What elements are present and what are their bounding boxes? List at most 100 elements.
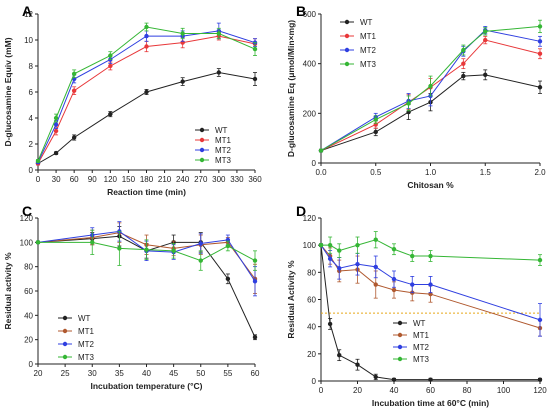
data-point [35,158,41,164]
y-axis-title: Residual activity % [3,252,13,329]
legend-label: WT [215,126,228,135]
series-mt3 [318,231,543,266]
x-tick-label: 55 [223,369,232,378]
data-point [144,89,149,95]
y-tick-label: 200 [303,109,317,118]
x-tick-label: 30 [52,175,61,184]
x-axis-title: Incubation time at 60°C (min) [372,398,489,408]
chart-panel-b: B 0.0 0.5 1.0 1.5 2.0 0 200 400 600 Chitosan % D-gl… [286,3,546,190]
y-tick-label: 20 [24,336,33,345]
x-tick-label: 2.0 [534,168,546,177]
legend-swatch-marker [397,344,403,350]
data-point [391,377,397,382]
data-point [483,37,488,43]
y-tick-label: 100 [303,241,317,250]
data-point [373,374,378,380]
data-point [71,88,77,93]
data-point [108,111,113,117]
x-tick-label: 50 [196,369,205,378]
data-point [171,248,176,254]
x-tick-label: 25 [61,369,70,378]
data-point [391,276,397,282]
legend-swatch-marker [344,33,350,39]
legend-swatch-marker [62,341,68,347]
y-axis-title: D-glucosamine Eq (μmol/Min×mg) [286,20,296,157]
legend-label: MT2 [215,146,232,155]
data-point [225,276,231,282]
data-point [337,352,342,358]
legend-swatch-marker [397,332,403,338]
x-tick-label: 60 [70,175,79,184]
data-point [410,282,415,287]
data-point [483,72,488,78]
data-point [327,256,333,261]
y-axis-title: D-glucosamine Equiv (mM) [3,37,13,146]
data-point [537,257,543,263]
legend-label: WT [413,319,426,328]
x-tick-label: 210 [158,175,172,184]
series-mt3 [35,229,258,271]
legend-swatch-marker [62,328,68,334]
series-mt2 [318,242,543,337]
legend-swatch-marker [344,47,350,53]
data-point [461,61,466,66]
y-tick-label: 6 [29,88,34,97]
series-wt [318,242,543,382]
data-point [144,44,149,49]
panel-letter: A [22,3,32,19]
chart-panel-a: A 0 30 60 90 120 150 180 210 240 270 300 330 360 0 2 4 6 8… [3,3,262,197]
data-point [225,243,231,249]
data-point [428,253,433,259]
data-point [327,242,333,248]
legend-swatch-marker [62,354,68,360]
y-tick-label: 0 [29,166,34,175]
x-tick-label: 80 [463,386,472,395]
data-point [53,115,59,121]
y-tick-label: 0 [312,159,317,168]
data-point [537,85,543,90]
legend-swatch-marker [344,61,350,67]
y-tick-label: 12 [24,10,33,19]
panel-letter: C [22,203,32,219]
data-point [355,242,360,248]
data-point [216,31,222,36]
x-tick-label: 270 [194,175,208,184]
data-point [537,51,543,56]
legend-label: MT1 [360,32,377,41]
data-point [35,240,41,245]
data-point [406,101,411,106]
chart-panel-d: D 0 20 40 60 80 100 120 0 20 40 60 80 100 120 Incubatio… [286,203,547,408]
legend-swatch-marker [344,19,350,25]
y-tick-label: 2 [29,140,34,149]
y-tick-label: 400 [303,60,317,69]
legend-label: MT2 [360,46,377,55]
series-line [37,35,256,164]
panel-letter: B [296,3,306,19]
y-tick-label: 40 [24,311,33,320]
x-tick-label: 120 [533,386,547,395]
data-point [483,29,488,34]
data-point [252,46,258,52]
x-axis-title: Chitosan % [407,180,454,190]
data-point [144,33,149,39]
data-point [144,247,149,252]
data-point [391,287,397,293]
legend-swatch-marker [397,320,403,326]
y-tick-label: 120 [20,214,34,223]
series-line [37,26,256,162]
data-point [216,70,222,75]
x-tick-label: 20 [353,386,362,395]
x-tick-label: 0.0 [315,168,327,177]
series-line [37,71,256,164]
y-tick-label: 40 [307,323,316,332]
data-point [71,135,77,140]
data-point [117,246,122,251]
x-tick-label: 60 [251,369,260,378]
data-point [53,150,59,156]
data-point [537,317,543,323]
legend-label: MT3 [413,355,430,364]
